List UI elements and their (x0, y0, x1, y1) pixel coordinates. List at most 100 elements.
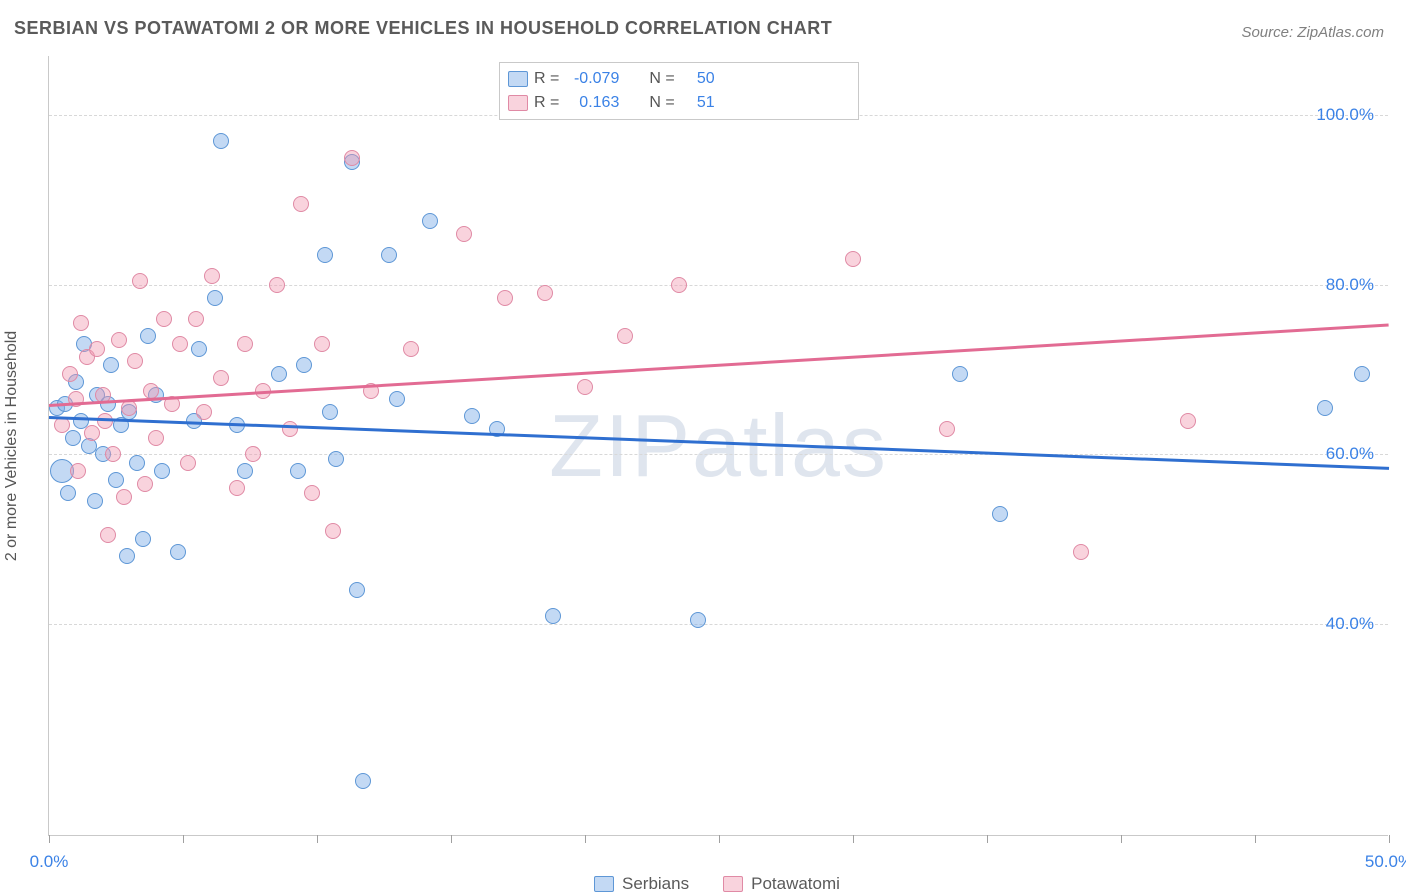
stat-label-n: N = (649, 94, 674, 112)
data-point (204, 268, 220, 284)
data-point (100, 527, 116, 543)
stats-row: R =0.163N =51 (508, 91, 850, 115)
data-point (89, 341, 105, 357)
stat-value-n: 50 (681, 70, 715, 88)
data-point (207, 290, 223, 306)
data-point (317, 247, 333, 263)
y-tick-label: 60.0% (1326, 444, 1374, 464)
data-point (129, 455, 145, 471)
legend-swatch (508, 95, 528, 111)
x-tick (719, 835, 720, 843)
x-tick (1389, 835, 1390, 843)
data-point (188, 311, 204, 327)
data-point (992, 506, 1008, 522)
data-point (328, 451, 344, 467)
x-tick (183, 835, 184, 843)
data-point (349, 582, 365, 598)
data-point (196, 404, 212, 420)
legend-label: Potawatomi (751, 874, 840, 894)
legend-item: Potawatomi (723, 874, 840, 894)
legend-item: Serbians (594, 874, 689, 894)
x-tick (987, 835, 988, 843)
legend-swatch (508, 71, 528, 87)
data-point (229, 480, 245, 496)
data-point (271, 366, 287, 382)
stats-row: R =-0.079N =50 (508, 67, 850, 91)
trend-line (49, 323, 1389, 406)
data-point (690, 612, 706, 628)
data-point (293, 196, 309, 212)
data-point (939, 421, 955, 437)
data-point (497, 290, 513, 306)
data-point (617, 328, 633, 344)
data-point (1180, 413, 1196, 429)
data-point (121, 400, 137, 416)
y-tick-label: 40.0% (1326, 614, 1374, 634)
data-point (325, 523, 341, 539)
x-tick (1121, 835, 1122, 843)
data-point (290, 463, 306, 479)
data-point (381, 247, 397, 263)
x-tick (853, 835, 854, 843)
data-point (322, 404, 338, 420)
x-tick (451, 835, 452, 843)
data-point (403, 341, 419, 357)
data-point (577, 379, 593, 395)
gridline-h (49, 285, 1388, 286)
x-tick (317, 835, 318, 843)
data-point (87, 493, 103, 509)
data-point (170, 544, 186, 560)
data-point (1354, 366, 1370, 382)
data-point (140, 328, 156, 344)
legend-label: Serbians (622, 874, 689, 894)
data-point (304, 485, 320, 501)
legend-swatch (723, 876, 743, 892)
series-legend: Serbians Potawatomi (594, 874, 840, 894)
gridline-h (49, 624, 1388, 625)
legend-swatch (594, 876, 614, 892)
stat-label-r: R = (534, 70, 559, 88)
data-point (132, 273, 148, 289)
data-point (282, 421, 298, 437)
data-point (344, 150, 360, 166)
data-point (116, 489, 132, 505)
data-point (62, 366, 78, 382)
data-point (464, 408, 480, 424)
data-point (137, 476, 153, 492)
chart-title: SERBIAN VS POTAWATOMI 2 OR MORE VEHICLES… (14, 18, 832, 39)
data-point (70, 463, 86, 479)
data-point (60, 485, 76, 501)
source-attribution: Source: ZipAtlas.com (1241, 24, 1384, 41)
data-point (1073, 544, 1089, 560)
correlation-stats-box: R =-0.079N =50R =0.163N =51 (499, 62, 859, 120)
data-point (213, 370, 229, 386)
data-point (65, 430, 81, 446)
data-point (355, 773, 371, 789)
data-point (148, 430, 164, 446)
data-point (952, 366, 968, 382)
data-point (156, 311, 172, 327)
data-point (105, 446, 121, 462)
data-point (296, 357, 312, 373)
data-point (671, 277, 687, 293)
x-tick (1255, 835, 1256, 843)
data-point (191, 341, 207, 357)
data-point (545, 608, 561, 624)
y-tick-label: 100.0% (1316, 105, 1374, 125)
x-tick (49, 835, 50, 843)
x-tick-label: 0.0% (30, 852, 69, 872)
stat-value-r: 0.163 (565, 94, 619, 112)
data-point (103, 357, 119, 373)
data-point (111, 332, 127, 348)
data-point (269, 277, 285, 293)
data-point (119, 548, 135, 564)
data-point (73, 315, 89, 331)
data-point (213, 133, 229, 149)
data-point (237, 463, 253, 479)
data-point (1317, 400, 1333, 416)
x-tick (585, 835, 586, 843)
data-point (314, 336, 330, 352)
data-point (422, 213, 438, 229)
data-point (845, 251, 861, 267)
data-point (84, 425, 100, 441)
